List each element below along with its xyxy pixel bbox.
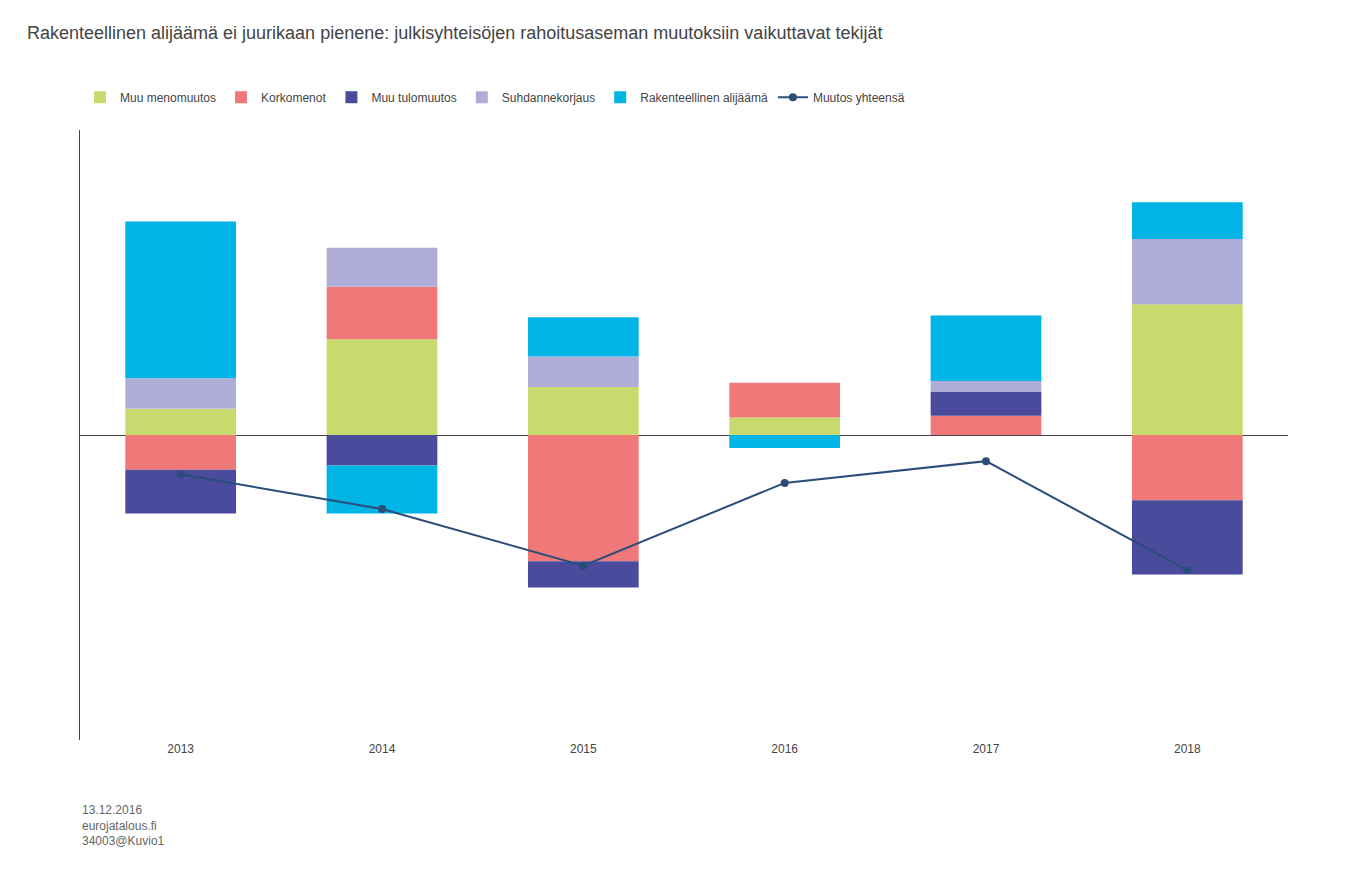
svg-text:2017: 2017: [973, 742, 1000, 756]
svg-text:2013: 2013: [167, 742, 194, 756]
svg-text:2015: 2015: [570, 742, 597, 756]
svg-text:2016: 2016: [771, 742, 798, 756]
svg-text:Rakenteellinen alijäämä: Rakenteellinen alijäämä: [640, 91, 768, 105]
svg-text:Muu tulomuutos: Muu tulomuutos: [371, 91, 456, 105]
svg-text:2014: 2014: [369, 742, 396, 756]
svg-text:Muu menomuutos: Muu menomuutos: [120, 91, 216, 105]
svg-text:2018: 2018: [1174, 742, 1201, 756]
svg-text:Korkomenot: Korkomenot: [261, 91, 326, 105]
svg-text:Muutos yhteensä: Muutos yhteensä: [813, 91, 905, 105]
svg-text:13.12.2016eurojatalous.fi34003: 13.12.2016eurojatalous.fi34003@Kuvio1: [82, 803, 165, 848]
svg-text:Suhdannekorjaus: Suhdannekorjaus: [502, 91, 595, 105]
svg-text:Rakenteellinen alijäämä ei juu: Rakenteellinen alijäämä ei juurikaan pie…: [27, 23, 882, 43]
